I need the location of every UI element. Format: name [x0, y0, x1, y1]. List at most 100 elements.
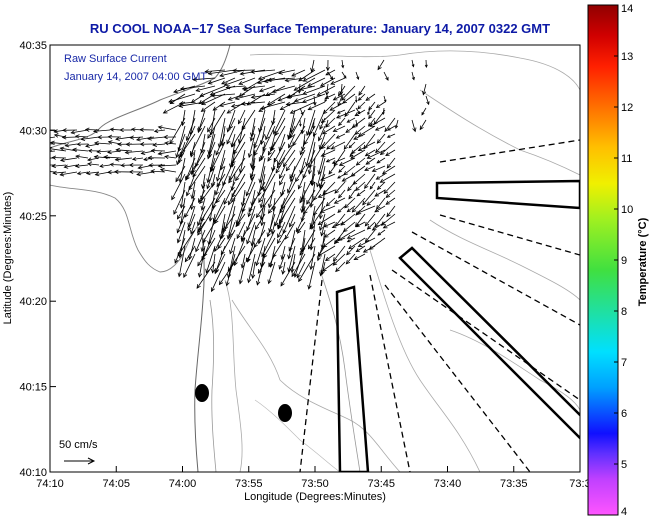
- current-vector: [265, 117, 276, 140]
- current-vector-head: [137, 165, 143, 170]
- current-vector: [251, 189, 256, 206]
- current-vector: [187, 213, 196, 231]
- current-vector-head: [249, 173, 254, 179]
- current-vector-head: [278, 174, 283, 180]
- current-vector: [186, 117, 196, 141]
- current-vector: [288, 237, 296, 252]
- current-vector: [182, 109, 186, 126]
- current-vector-head: [185, 191, 190, 197]
- current-vector: [287, 125, 296, 140]
- current-vector: [367, 149, 386, 159]
- current-vector: [221, 77, 236, 85]
- current-vector: [229, 221, 236, 237]
- current-vector-head: [139, 127, 144, 132]
- current-vector: [365, 93, 376, 101]
- bathymetry-contours: [50, 45, 580, 472]
- current-vector: [281, 245, 286, 260]
- current-vector: [280, 181, 296, 209]
- current-vector: [147, 136, 166, 140]
- current-vector-head: [325, 202, 331, 207]
- current-vector: [336, 109, 356, 119]
- current-vector: [214, 205, 226, 224]
- current-vector: [253, 117, 266, 149]
- current-vector-head: [320, 118, 326, 124]
- current-vector-head: [188, 255, 193, 261]
- current-vector-head: [75, 154, 80, 159]
- current-vector: [278, 197, 296, 224]
- current-vector-head: [178, 103, 184, 108]
- current-vector: [241, 229, 246, 242]
- current-vector-head: [218, 102, 224, 108]
- current-vector: [345, 253, 356, 265]
- current-vector-head: [355, 223, 360, 228]
- current-vector-head: [217, 244, 222, 250]
- current-vector-head: [190, 229, 195, 235]
- current-vector: [75, 135, 89, 138]
- current-vector: [143, 157, 155, 161]
- current-vector-head: [411, 76, 415, 81]
- x-tick-label: 73:3: [569, 478, 590, 490]
- current-vector: [308, 237, 316, 250]
- current-vector: [110, 164, 122, 166]
- current-vector-head: [258, 157, 263, 162]
- current-vector: [302, 149, 316, 179]
- current-vector-head: [176, 238, 181, 244]
- current-vector-head: [347, 186, 352, 192]
- current-vector: [365, 213, 376, 227]
- current-vector: [77, 171, 89, 175]
- current-vector: [81, 136, 100, 140]
- current-vector: [335, 261, 346, 272]
- current-vector-head: [368, 114, 373, 120]
- current-vector-head: [376, 185, 382, 190]
- current-vector: [253, 133, 266, 156]
- y-tick-label: 40:30: [19, 125, 47, 137]
- current-vector-head: [250, 165, 256, 171]
- current-vector: [341, 71, 347, 79]
- current-vector-head: [341, 64, 345, 69]
- current-vector: [208, 125, 216, 155]
- current-vector: [195, 141, 206, 167]
- current-vector-head: [356, 76, 360, 80]
- current-vector: [377, 181, 386, 190]
- current-vector: [383, 71, 389, 81]
- current-vector-head: [174, 258, 179, 264]
- current-vector-head: [59, 146, 65, 151]
- y-tick-label: 40:35: [19, 40, 47, 52]
- current-vector: [277, 213, 286, 229]
- current-vector: [180, 197, 186, 225]
- current-vector-head: [357, 111, 361, 115]
- current-vector: [125, 150, 144, 154]
- current-vector: [178, 133, 196, 158]
- current-vector: [333, 125, 346, 132]
- current-vector: [260, 101, 286, 109]
- current-vector: [321, 149, 336, 157]
- current-vector: [75, 164, 89, 167]
- current-vector-head: [277, 224, 282, 230]
- current-vector: [289, 149, 306, 179]
- current-vector-head: [150, 148, 156, 153]
- current-vector-head: [279, 180, 284, 186]
- current-vector-head: [330, 80, 336, 85]
- current-vector: [158, 126, 177, 131]
- current-vector-head: [346, 239, 351, 243]
- current-vector: [241, 109, 256, 131]
- current-vector: [130, 136, 144, 139]
- current-vector: [50, 136, 56, 139]
- current-vector: [286, 93, 306, 98]
- current-vector-head: [206, 154, 212, 160]
- current-vector-head: [295, 177, 300, 183]
- current-vector-head: [221, 80, 226, 85]
- current-vector-head: [375, 104, 381, 109]
- current-vector: [380, 141, 396, 155]
- current-vector-head: [177, 147, 182, 153]
- current-vector: [348, 237, 366, 250]
- current-vector: [331, 141, 346, 150]
- current-vector-head: [265, 135, 270, 141]
- current-vector: [386, 205, 396, 217]
- current-vector: [356, 189, 366, 197]
- current-vector: [294, 245, 306, 278]
- current-vector: [337, 173, 346, 179]
- current-vector: [196, 261, 216, 289]
- current-vector: [411, 71, 415, 80]
